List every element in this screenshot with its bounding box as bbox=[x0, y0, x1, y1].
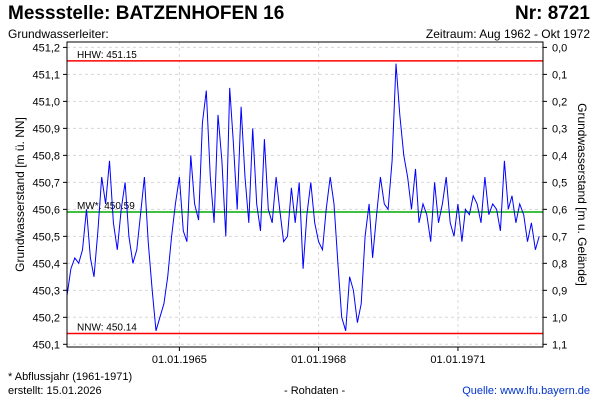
reference-lines: HHW: 451.15 MW*: 450.59 NNW: 450.14 bbox=[67, 50, 543, 335]
y-tick-label-right: 0,5 bbox=[552, 177, 567, 189]
station-number: Nr: 8721 bbox=[515, 3, 590, 24]
y-tick-label: 450,1 bbox=[32, 339, 60, 351]
y-tick-label: 451,1 bbox=[32, 69, 60, 81]
y-tick-label-right: 0,7 bbox=[552, 231, 567, 243]
y-tick-label: 450,9 bbox=[32, 123, 60, 135]
y-tick-label-right: 0,8 bbox=[552, 258, 567, 270]
station-title: Messstelle: BATZENHOFEN 16 bbox=[8, 3, 285, 24]
y-axis-label-left: Grundwasserstand [m ü. NN] bbox=[13, 117, 27, 272]
x-tick-label: 01.01.1965 bbox=[152, 354, 207, 366]
y-tick-label-right: 0,4 bbox=[552, 150, 567, 162]
reference-label: HHW: 451.15 bbox=[77, 50, 137, 61]
period-label: Zeitraum: Aug 1962 - Okt 1972 bbox=[425, 27, 590, 41]
reference-label: MW*: 450.59 bbox=[77, 201, 135, 212]
y-axis-right: 0,0 0,1 0,2 0,3 0,4 0,5 0,6 0,7 0,8 0,9 1,0 1,1 bbox=[543, 42, 567, 351]
y-tick-label: 450,4 bbox=[32, 258, 60, 270]
grid-lines bbox=[67, 42, 543, 347]
y-tick-label-right: 0,2 bbox=[552, 96, 567, 108]
plot-frame bbox=[66, 41, 544, 348]
x-tick-label: 01.01.1971 bbox=[430, 354, 485, 366]
y-tick-label: 451,0 bbox=[32, 96, 60, 108]
y-tick-label-right: 0,0 bbox=[552, 42, 567, 54]
y-axis-left: 451,2 451,1 451,0 450,9 450,8 450,7 450,6 450,5… bbox=[32, 42, 67, 351]
y-tick-label-right: 0,6 bbox=[552, 204, 567, 216]
y-tick-label: 450,5 bbox=[32, 231, 60, 243]
y-tick-label: 450,3 bbox=[32, 285, 60, 297]
y-tick-label-right: 0,3 bbox=[552, 123, 567, 135]
groundwater-series-line bbox=[66, 63, 540, 331]
y-tick-label-right: 1,1 bbox=[552, 339, 567, 351]
y-tick-label: 451,2 bbox=[32, 42, 60, 54]
reference-label: NNW: 450.14 bbox=[77, 323, 137, 334]
y-axis-label-right: Grundwasserstand [m u. Gelände] bbox=[575, 103, 589, 286]
x-tick-label: 01.01.1968 bbox=[291, 354, 346, 366]
y-tick-label-right: 1,0 bbox=[552, 312, 567, 324]
source-link[interactable]: Quelle: www.lfu.bayern.de bbox=[462, 385, 590, 397]
aquifer-label: Grundwasserleiter: bbox=[8, 27, 109, 41]
y-tick-label: 450,7 bbox=[32, 177, 60, 189]
y-tick-label: 450,2 bbox=[32, 312, 60, 324]
y-tick-label: 450,6 bbox=[32, 204, 60, 216]
created-date: erstellt: 15.01.2026 bbox=[8, 385, 102, 397]
y-tick-label-right: 0,1 bbox=[552, 69, 567, 81]
data-type-label: - Rohdaten - bbox=[284, 385, 346, 397]
x-axis: 01.01.1965 01.01.1968 01.01.1971 bbox=[152, 347, 485, 366]
y-tick-label: 450,8 bbox=[32, 150, 60, 162]
footnote: * Abflussjahr (1961-1971) bbox=[8, 371, 133, 383]
y-tick-label-right: 0,9 bbox=[552, 285, 567, 297]
